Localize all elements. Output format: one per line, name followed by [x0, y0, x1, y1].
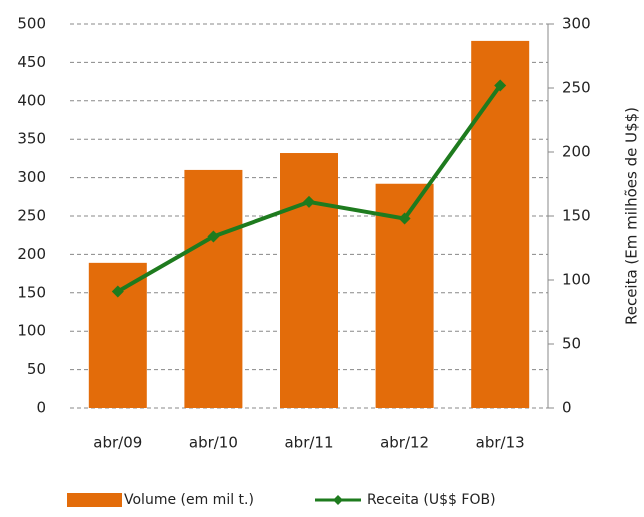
y-tick-label: 300 — [17, 168, 46, 186]
bar — [184, 169, 243, 408]
y-tick-label: 350 — [17, 130, 46, 148]
bar — [88, 262, 147, 408]
legend-marker — [333, 495, 343, 505]
legend-swatch — [67, 493, 122, 507]
x-tick-label: abr/12 — [380, 434, 429, 452]
y-tick-label: 250 — [17, 207, 46, 225]
line-marker — [494, 79, 507, 92]
y2-tick-label: 250 — [562, 79, 591, 97]
x-tick-label: abr/09 — [93, 434, 142, 452]
legend-label: Receita (U$$ FOB) — [367, 492, 496, 508]
y2-tick-label: 50 — [562, 335, 581, 353]
y-tick-label: 200 — [17, 245, 46, 263]
y2-axis-title: Receita (Em milhões de U$$) — [623, 107, 641, 325]
legend-label: Volume (em mil t.) — [124, 492, 254, 508]
y2-tick-label: 150 — [562, 207, 591, 225]
y-tick-label: 50 — [27, 360, 46, 378]
y2-tick-label: 300 — [562, 15, 591, 33]
y-tick-label: 150 — [17, 283, 46, 301]
y-tick-label: 450 — [17, 53, 46, 71]
y2-tick-label: 200 — [562, 143, 591, 161]
y-tick-label: 500 — [17, 15, 46, 33]
y-tick-label: 100 — [17, 322, 46, 340]
y2-tick-label: 0 — [562, 399, 572, 417]
y-tick-label: 400 — [17, 91, 46, 109]
y-tick-label: 0 — [36, 399, 46, 417]
bar — [471, 40, 530, 409]
line-marker — [398, 212, 411, 225]
line-marker — [303, 195, 315, 208]
y2-tick-label: 100 — [562, 271, 591, 289]
x-tick-label: abr/10 — [189, 434, 238, 452]
x-tick-label: abr/13 — [476, 434, 525, 452]
bar — [280, 153, 338, 408]
x-tick-label: abr/11 — [284, 434, 333, 452]
line-marker — [111, 285, 124, 298]
line-marker — [207, 230, 220, 243]
